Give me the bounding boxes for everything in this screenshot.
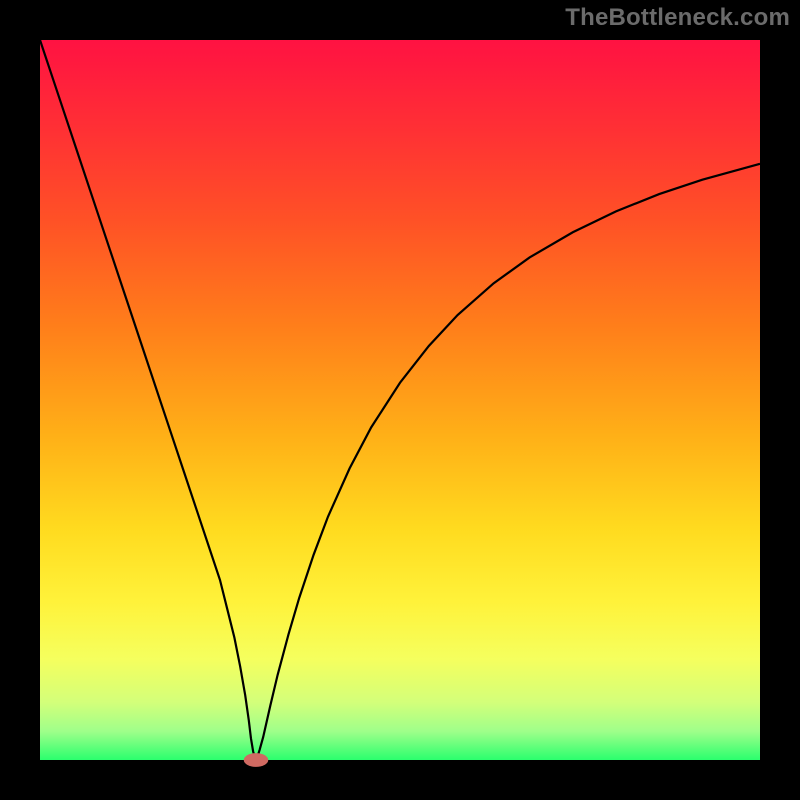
minimum-marker — [244, 753, 268, 767]
watermark-text: TheBottleneck.com — [565, 4, 790, 32]
bottleneck-chart — [0, 0, 800, 800]
chart-container: TheBottleneck.com — [0, 0, 800, 800]
plot-area — [40, 40, 760, 760]
